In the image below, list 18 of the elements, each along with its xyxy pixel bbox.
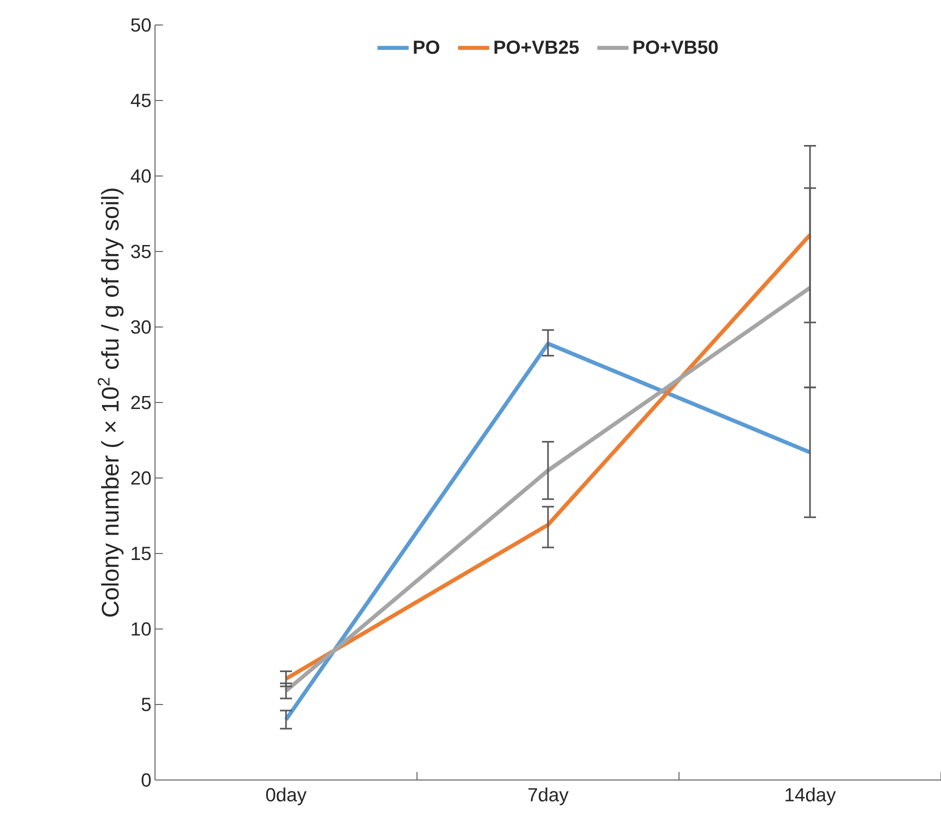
y-tick-label: 0 xyxy=(142,773,151,787)
legend-label: PO+VB50 xyxy=(634,40,718,54)
x-tick-label: 7day xyxy=(528,788,569,806)
y-tick-label: 20 xyxy=(131,471,151,485)
y-tick-label: 40 xyxy=(130,169,151,183)
y-tick-label: 15 xyxy=(132,546,151,560)
y-tick-label: 10 xyxy=(132,622,151,636)
y-tick-label: 5 xyxy=(142,698,151,712)
x-tick-label: 0day xyxy=(266,788,307,806)
y-tick-label: 45 xyxy=(130,94,151,108)
y-axis-title: Colony number ( × 10$^{2}$ cfu / g of dry soil) xyxy=(98,188,124,617)
legend-label: PO+VB25 xyxy=(494,40,579,54)
x-tick-label: 14day xyxy=(786,788,836,806)
y-tick-label: 25 xyxy=(131,396,151,410)
y-tick-label: 35 xyxy=(131,244,151,258)
y-tick-label: 30 xyxy=(131,320,151,334)
y-tick-label: 50 xyxy=(131,18,151,32)
legend-label: PO xyxy=(414,40,440,54)
